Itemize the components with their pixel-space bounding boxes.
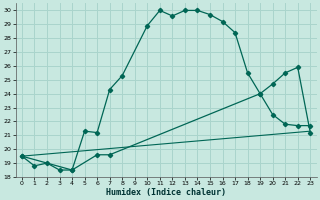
- X-axis label: Humidex (Indice chaleur): Humidex (Indice chaleur): [106, 188, 226, 197]
